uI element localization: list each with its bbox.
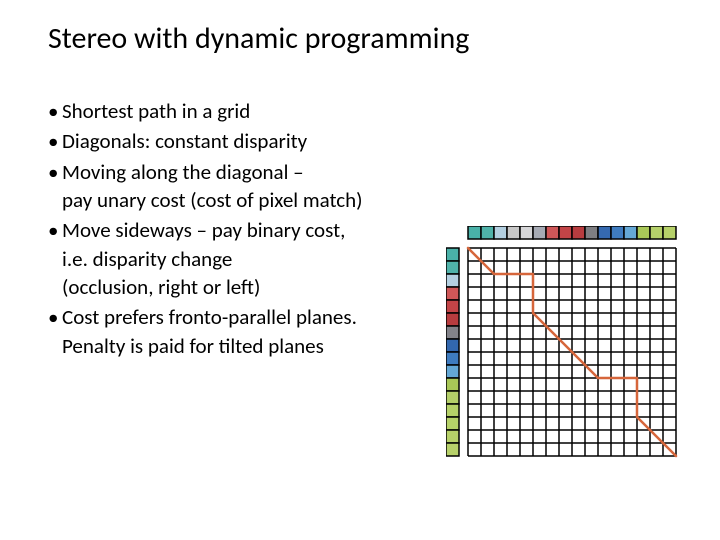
bullet-text: Move sideways – pay binary cost,	[62, 217, 345, 243]
bullet-item: •Shortest path in a grid	[48, 97, 448, 125]
bullet-list: •Shortest path in a grid•Diagonals: cons…	[48, 97, 448, 360]
bullet-item: •Moving along the diagonal –pay unary co…	[48, 158, 448, 215]
bullet-line: pay unary cost (cost of pixel match)	[48, 186, 448, 214]
bullet-line: •Diagonals: constant disparity	[48, 127, 448, 155]
bullet-line: •Moving along the diagonal –	[48, 158, 448, 186]
bullet-line: •Cost prefers fronto-parallel planes.	[48, 303, 448, 331]
bullet-line: •Shortest path in a grid	[48, 97, 448, 125]
bullet-item: •Diagonals: constant disparity	[48, 127, 448, 155]
slide-title: Stereo with dynamic programming	[48, 20, 672, 57]
bullet-line: •Move sideways – pay binary cost,	[48, 216, 448, 244]
bullet-text: Shortest path in a grid	[62, 98, 250, 124]
bullet-item: •Move sideways – pay binary cost,i.e. di…	[48, 216, 448, 301]
bullet-line: i.e. disparity change	[48, 245, 448, 273]
slide: Stereo with dynamic programming •Shortes…	[0, 0, 720, 540]
bullet-text: Cost prefers fronto-parallel planes.	[62, 304, 357, 330]
diagram-svg	[446, 226, 702, 482]
bullet-item: •Cost prefers fronto-parallel planes.Pen…	[48, 303, 448, 360]
stereo-dp-diagram	[446, 226, 702, 482]
bullet-text: Moving along the diagonal –	[62, 159, 304, 185]
bullet-line: Penalty is paid for tilted planes	[48, 332, 448, 360]
bullet-line: (occlusion, right or left)	[48, 273, 448, 301]
bullet-text: Diagonals: constant disparity	[62, 128, 307, 154]
